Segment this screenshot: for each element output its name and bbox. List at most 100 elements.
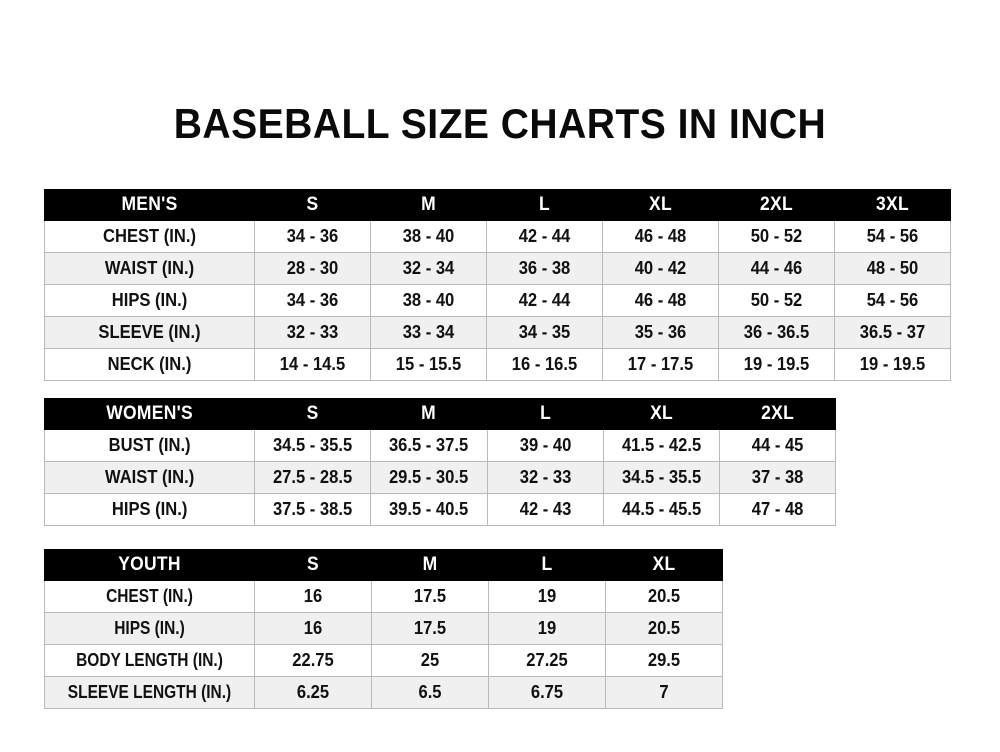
row-value: 35 - 36 — [602, 316, 719, 349]
mens-row-4-label: NECK (IN.) — [107, 354, 192, 374]
row-value: 17 - 17.5 — [602, 348, 719, 381]
womens-header-cell-5: 2XL — [718, 398, 837, 430]
row-value: 14 - 14.5 — [254, 348, 371, 381]
row-value: 22.75 — [254, 644, 372, 677]
table-row: NECK (IN.) 14 - 14.5 15 - 15.5 16 - 16.5… — [44, 348, 951, 381]
mens-row-4-val-4: 19 - 19.5 — [743, 354, 810, 374]
mens-header-label-2: M — [421, 194, 436, 215]
mens-header-label-0: MEN'S — [121, 194, 178, 215]
row-value: 38 - 40 — [370, 284, 487, 317]
row-value: 50 - 52 — [718, 284, 835, 317]
youth-header-cell-1: S — [254, 549, 372, 581]
womens-header-label-3: L — [539, 403, 551, 424]
row-value: 6.25 — [254, 676, 372, 709]
womens-row-2-val-1: 39.5 - 40.5 — [389, 499, 469, 519]
youth-row-2-val-0: 22.75 — [292, 650, 334, 670]
mens-row-0-val-2: 42 - 44 — [518, 226, 571, 246]
womens-header-label-5: 2XL — [760, 403, 794, 424]
mens-header-cell-4: XL — [602, 189, 719, 221]
womens-row-0-val-3: 41.5 - 42.5 — [621, 435, 701, 455]
mens-row-2-label: HIPS (IN.) — [111, 290, 188, 310]
table-row: SLEEVE (IN.) 32 - 33 33 - 34 34 - 35 35 … — [44, 316, 951, 349]
row-value: 27.5 - 28.5 — [254, 461, 372, 494]
row-value: 39 - 40 — [486, 429, 604, 462]
youth-row-1-val-2: 19 — [537, 618, 557, 638]
womens-header-label-0: WOMEN'S — [106, 403, 193, 424]
mens-header-row: MEN'S S M L XL 2XL 3XL — [44, 189, 951, 221]
row-value: 36.5 - 37.5 — [370, 429, 488, 462]
mens-row-2-val-5: 54 - 56 — [866, 290, 919, 310]
mens-row-4-val-5: 19 - 19.5 — [859, 354, 926, 374]
mens-row-4-val-3: 17 - 17.5 — [627, 354, 694, 374]
youth-header-cell-3: L — [488, 549, 606, 581]
table-row: WAIST (IN.) 28 - 30 32 - 34 36 - 38 40 -… — [44, 252, 951, 285]
mens-header-label-3: L — [539, 194, 550, 215]
womens-header-label-4: XL — [649, 403, 673, 424]
row-label: CHEST (IN.) — [44, 220, 255, 253]
mens-row-2-val-0: 34 - 36 — [286, 290, 339, 310]
youth-header-row: YOUTH S M L XL — [44, 549, 723, 581]
youth-header-cell-4: XL — [605, 549, 723, 581]
row-value: 15 - 15.5 — [370, 348, 487, 381]
row-value: 19 - 19.5 — [834, 348, 951, 381]
womens-row-2-val-4: 47 - 48 — [751, 499, 804, 519]
row-label: CHEST (IN.) — [44, 580, 255, 613]
row-label: WAIST (IN.) — [44, 252, 255, 285]
mens-row-2-val-2: 42 - 44 — [518, 290, 571, 310]
row-value: 19 — [488, 580, 606, 613]
row-value: 44 - 45 — [718, 429, 837, 462]
row-value: 36 - 38 — [486, 252, 603, 285]
womens-row-1-val-2: 32 - 33 — [519, 467, 571, 487]
mens-header-cell-3: L — [486, 189, 603, 221]
youth-row-2-label: BODY LENGTH (IN.) — [76, 650, 223, 670]
youth-row-0-val-0: 16 — [303, 586, 323, 606]
row-value: 32 - 34 — [370, 252, 487, 285]
row-value: 34 - 36 — [254, 284, 371, 317]
youth-header-label-0: YOUTH — [118, 554, 181, 575]
womens-row-2-val-2: 42 - 43 — [519, 499, 571, 519]
youth-row-2-val-1: 25 — [420, 650, 440, 670]
row-value: 50 - 52 — [718, 220, 835, 253]
mens-row-2-val-3: 46 - 48 — [634, 290, 687, 310]
womens-header-cell-4: XL — [602, 398, 720, 430]
mens-row-0-val-4: 50 - 52 — [750, 226, 803, 246]
mens-row-4-val-2: 16 - 16.5 — [511, 354, 578, 374]
table-row: BODY LENGTH (IN.) 22.75 25 27.25 29.5 — [44, 644, 723, 677]
table-row: HIPS (IN.) 16 17.5 19 20.5 — [44, 612, 723, 645]
womens-header-row: WOMEN'S S M L XL 2XL — [43, 398, 837, 430]
row-value: 42 - 43 — [486, 493, 604, 526]
mens-header-cell-5: 2XL — [718, 189, 835, 221]
womens-table-head: WOMEN'S S M L XL 2XL — [43, 398, 837, 430]
youth-row-3-val-1: 6.5 — [418, 682, 442, 702]
womens-header-label-2: M — [421, 403, 437, 424]
row-value: 34 - 36 — [254, 220, 371, 253]
mens-row-1-val-2: 36 - 38 — [518, 258, 571, 278]
mens-row-1-val-0: 28 - 30 — [286, 258, 339, 278]
mens-row-3-val-1: 33 - 34 — [402, 322, 455, 342]
table-row: HIPS (IN.) 37.5 - 38.5 39.5 - 40.5 42 - … — [43, 493, 837, 526]
youth-header-label-1: S — [307, 554, 319, 575]
row-value: 36.5 - 37 — [834, 316, 951, 349]
womens-row-0-val-2: 39 - 40 — [519, 435, 571, 455]
row-value: 17.5 — [371, 612, 489, 645]
womens-row-0-val-1: 36.5 - 37.5 — [389, 435, 469, 455]
youth-header-cell-0: YOUTH — [44, 549, 255, 581]
womens-header-cell-0: WOMEN'S — [43, 398, 256, 430]
row-value: 54 - 56 — [834, 284, 951, 317]
row-value: 37.5 - 38.5 — [254, 493, 372, 526]
womens-row-2-val-0: 37.5 - 38.5 — [273, 499, 353, 519]
mens-header-cell-1: S — [254, 189, 371, 221]
row-label: NECK (IN.) — [44, 348, 255, 381]
row-value: 42 - 44 — [486, 284, 603, 317]
mens-row-1-val-1: 32 - 34 — [402, 258, 455, 278]
youth-row-1-val-0: 16 — [303, 618, 323, 638]
youth-header-label-3: L — [541, 554, 553, 575]
mens-header-label-6: 3XL — [876, 194, 909, 215]
row-label: HIPS (IN.) — [44, 284, 255, 317]
table-row: SLEEVE LENGTH (IN.) 6.25 6.5 6.75 7 — [44, 676, 723, 709]
row-label: SLEEVE (IN.) — [44, 316, 255, 349]
mens-table-body: CHEST (IN.) 34 - 36 38 - 40 42 - 44 46 -… — [44, 220, 951, 381]
row-value: 29.5 — [605, 644, 723, 677]
mens-row-2-val-4: 50 - 52 — [750, 290, 803, 310]
